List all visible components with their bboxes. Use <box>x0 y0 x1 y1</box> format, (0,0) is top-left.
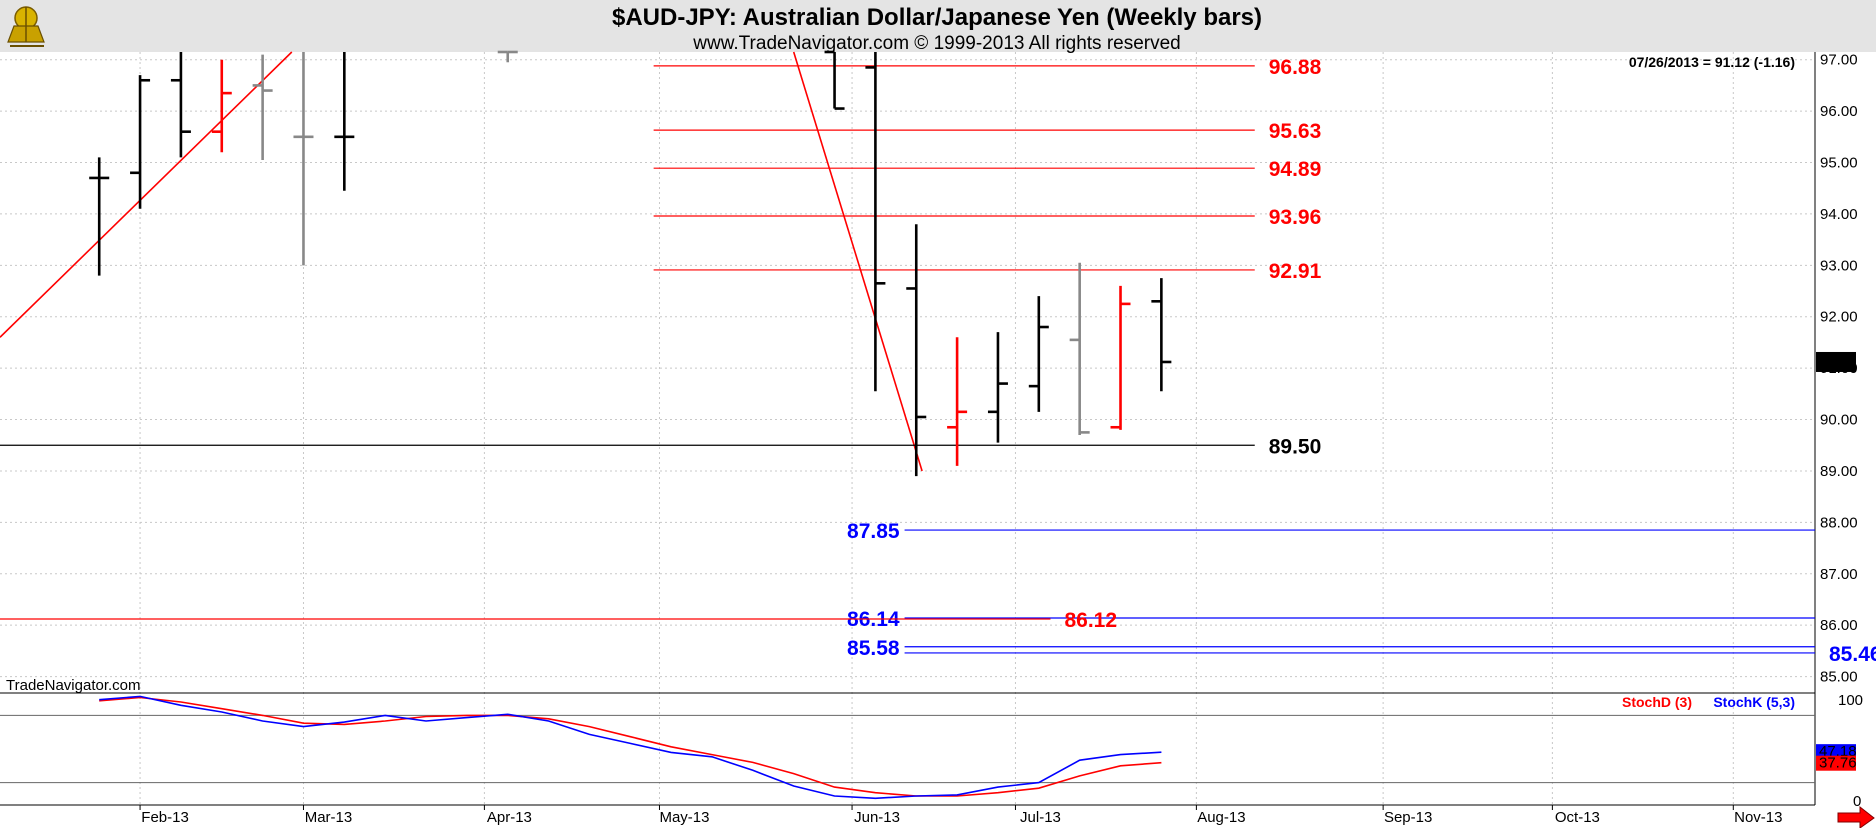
level-label: 94.89 <box>1269 158 1322 181</box>
y-tick-label: 85.00 <box>1820 669 1858 686</box>
x-tick-label: Sep-13 <box>1384 809 1432 826</box>
x-tick-label: Nov-13 <box>1734 809 1782 826</box>
chart-title: $AUD-JPY: Australian Dollar/Japanese Yen… <box>612 4 1262 31</box>
stoch-d-last-box <box>1816 755 1856 771</box>
x-tick-label: Apr-13 <box>487 809 532 826</box>
last-price-label: 91.12 <box>1819 355 1857 372</box>
x-tick-label: Mar-13 <box>305 809 353 826</box>
last-price-box <box>1816 351 1856 372</box>
y-tick-label: 89.00 <box>1820 463 1858 480</box>
y-tick-label: 92.00 <box>1820 309 1858 326</box>
level-label: 87.85 <box>847 520 900 543</box>
grid-layer <box>0 52 1815 810</box>
y-tick-label: 96.00 <box>1820 103 1858 120</box>
y-tick-label: 88.00 <box>1820 514 1858 531</box>
level-label: 92.91 <box>1269 260 1322 283</box>
trading-sextant-logo-icon <box>7 6 45 47</box>
x-tick-label: Jul-13 <box>1020 809 1061 826</box>
stoch-k-series <box>99 695 1162 800</box>
x-tick-label: May-13 <box>659 809 709 826</box>
level-label: 85.58 <box>847 637 900 660</box>
x-tick-label: Oct-13 <box>1555 809 1600 826</box>
y-tick-label: 95.00 <box>1820 155 1858 172</box>
stoch-y-tick-100: 100 <box>1838 692 1863 709</box>
y-tick-label: 94.00 <box>1820 206 1858 223</box>
x-tick-label: Feb-13 <box>141 809 189 826</box>
x-tick-label: Aug-13 <box>1197 809 1245 826</box>
chart-subtitle: www.TradeNavigator.com © 1999-2013 All r… <box>692 33 1180 54</box>
stoch-y-tick-0: 0 <box>1853 793 1861 810</box>
level-label: 93.96 <box>1269 206 1322 229</box>
stoch-d-last-label: 37.76 <box>1819 755 1857 772</box>
x-tick-label: Jun-13 <box>854 809 900 826</box>
stoch-k-last-box <box>1816 744 1856 760</box>
stoch-k-legend: StochK (5,3) <box>1713 694 1795 710</box>
price-info: 07/26/2013 = 91.12 (-1.16) <box>1629 54 1795 70</box>
y-tick-label: 87.00 <box>1820 566 1858 583</box>
stoch-d-legend: StochD (3) <box>1622 694 1692 710</box>
level-label: 86.12 <box>1064 609 1117 632</box>
y-tick-label: 93.00 <box>1820 257 1858 274</box>
y-tick-label: 86.00 <box>1820 617 1858 634</box>
level-label: 96.88 <box>1269 56 1322 79</box>
stoch-d-series <box>99 696 1162 797</box>
watermark: TradeNavigator.com <box>6 677 141 694</box>
y-tick-label: 97.00 <box>1820 52 1858 69</box>
trendline <box>792 51 923 472</box>
trendline <box>0 51 293 338</box>
scroll-right-arrow-icon[interactable] <box>1837 805 1875 828</box>
header-band <box>0 0 1876 52</box>
level-label: 95.63 <box>1269 120 1322 143</box>
y-tick-label: 90.00 <box>1820 412 1858 429</box>
level-label: 89.50 <box>1269 435 1322 458</box>
level-label: 85.46 <box>1829 643 1876 666</box>
